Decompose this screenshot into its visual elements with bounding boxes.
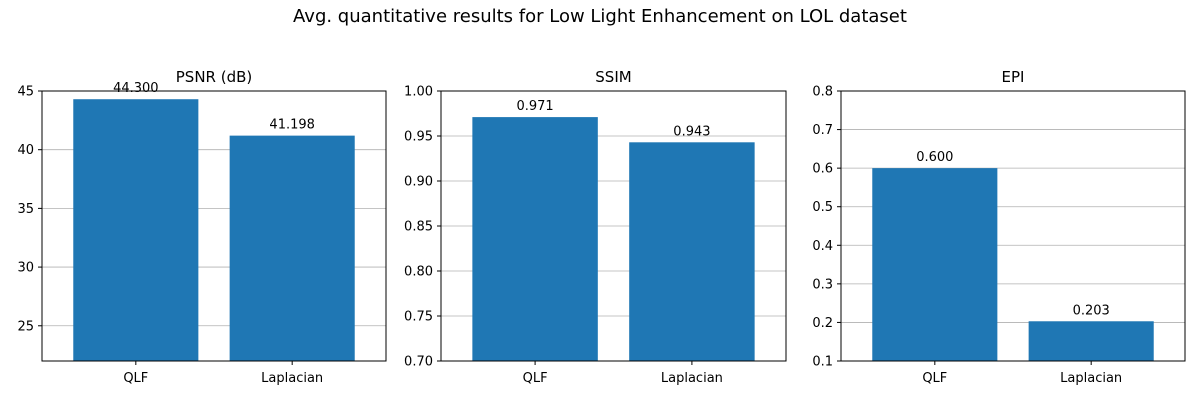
bar-laplacian bbox=[229, 135, 355, 361]
bar-value-label: 0.971 bbox=[516, 99, 553, 114]
y-tick-label: 30 bbox=[17, 261, 34, 276]
y-tick-label: 0.80 bbox=[404, 265, 433, 280]
y-tick-label: 0.3 bbox=[812, 277, 833, 292]
y-tick-label: 0.4 bbox=[812, 239, 833, 254]
bar-value-label: 0.600 bbox=[916, 150, 953, 165]
bar-laplacian bbox=[629, 142, 755, 361]
chart-title: SSIM bbox=[595, 68, 631, 86]
y-tick-label: 45 bbox=[17, 85, 34, 100]
axes-frame bbox=[41, 90, 387, 362]
y-tick-label: 40 bbox=[17, 143, 34, 158]
chart-panel-3: 0.600 QLF 0.203 Laplacian 0.1 0.2 0.3 0.4 0.5 0.6… bbox=[812, 68, 1186, 386]
bar-value-label: 44.300 bbox=[113, 81, 159, 96]
figure-title: Avg. quantitative results for Low Light … bbox=[293, 6, 907, 27]
y-tick-label: 0.5 bbox=[812, 200, 833, 215]
y-tick-label: 0.2 bbox=[812, 316, 833, 331]
chart-panel-2: 0.971 QLF 0.943 Laplacian 0.70 0.75 0.80 0.85 0.… bbox=[404, 68, 787, 386]
y-tick-label: 0.7 bbox=[812, 123, 833, 138]
y-tick-label: 0.85 bbox=[404, 220, 433, 235]
x-tick-label: Laplacian bbox=[261, 371, 323, 386]
bar-qlf bbox=[472, 117, 598, 361]
x-tick-label: Laplacian bbox=[1060, 371, 1122, 386]
x-tick-label: QLF bbox=[922, 371, 947, 386]
bar-qlf bbox=[73, 99, 199, 361]
x-tick-label: Laplacian bbox=[661, 371, 723, 386]
y-tick-label: 0.70 bbox=[404, 355, 433, 370]
y-tick-label: 35 bbox=[17, 202, 34, 217]
bar-value-label: 0.943 bbox=[673, 124, 710, 139]
y-tick-label: 0.95 bbox=[404, 130, 433, 145]
y-tick-label: 0.6 bbox=[812, 162, 833, 177]
bar-laplacian bbox=[1028, 321, 1154, 361]
x-tick-label: QLF bbox=[523, 371, 548, 386]
chart-title: PSNR (dB) bbox=[176, 68, 253, 86]
y-tick-label: 0.1 bbox=[812, 355, 833, 370]
axes-frame bbox=[440, 90, 787, 362]
y-tick-label: 0.90 bbox=[404, 175, 433, 190]
chart-title: EPI bbox=[1002, 68, 1025, 86]
x-tick-label: QLF bbox=[123, 371, 148, 386]
y-tick-label: 0.75 bbox=[404, 310, 433, 325]
y-tick-label: 0.8 bbox=[812, 85, 833, 100]
y-tick-label: 1.00 bbox=[404, 85, 433, 100]
chart-panel-1: 44.300 QLF 41.198 Laplacian 25 30 35 40 45 PSNR (… bbox=[17, 68, 387, 386]
bar-value-label: 0.203 bbox=[1073, 303, 1110, 318]
axes-frame bbox=[840, 90, 1186, 362]
y-tick-label: 25 bbox=[17, 319, 34, 334]
bar-value-label: 41.198 bbox=[269, 118, 315, 133]
bar-qlf bbox=[872, 168, 998, 361]
